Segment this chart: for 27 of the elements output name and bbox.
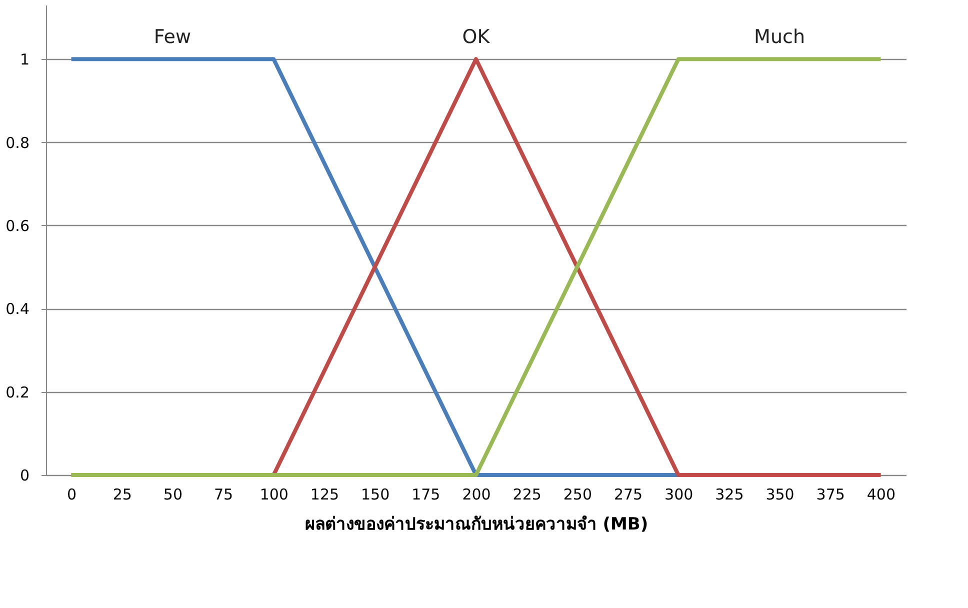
y-tick-label: 0.8	[6, 134, 30, 152]
x-tick-label: 0	[67, 486, 77, 504]
series-label: Few	[154, 26, 192, 48]
x-tick-label: 300	[664, 486, 694, 504]
x-tick-label: 225	[512, 486, 542, 504]
x-tick-label: 175	[412, 486, 440, 504]
x-tick-label: 125	[310, 486, 340, 504]
series-label: Much	[754, 26, 805, 48]
x-tick-label: 350	[766, 486, 794, 504]
y-tick-label: 0.4	[6, 300, 30, 318]
y-tick-label: 0.2	[6, 383, 30, 402]
y-tick-label: 1	[20, 50, 30, 69]
x-axis-title: ผลต่างของค่าประมาณกับหน่วยความจำ (MB)	[304, 514, 648, 534]
x-tick-label: 150	[361, 486, 390, 504]
series-label: OK	[462, 26, 490, 48]
x-tick-label: 325	[715, 486, 744, 504]
x-tick-label: 275	[614, 486, 643, 504]
x-tick-label: 100	[260, 486, 288, 504]
x-tick-label: 25	[112, 486, 132, 504]
y-tick-label: 0.6	[6, 216, 30, 235]
x-tick-label: 50	[163, 486, 183, 504]
x-tick-label: 200	[462, 486, 491, 504]
x-tick-label: 75	[214, 486, 234, 504]
x-tick-label: 375	[816, 486, 845, 504]
y-tick-label: 0	[20, 466, 30, 484]
x-tick-label: 400	[866, 486, 896, 504]
x-tick-label: 250	[563, 486, 592, 504]
